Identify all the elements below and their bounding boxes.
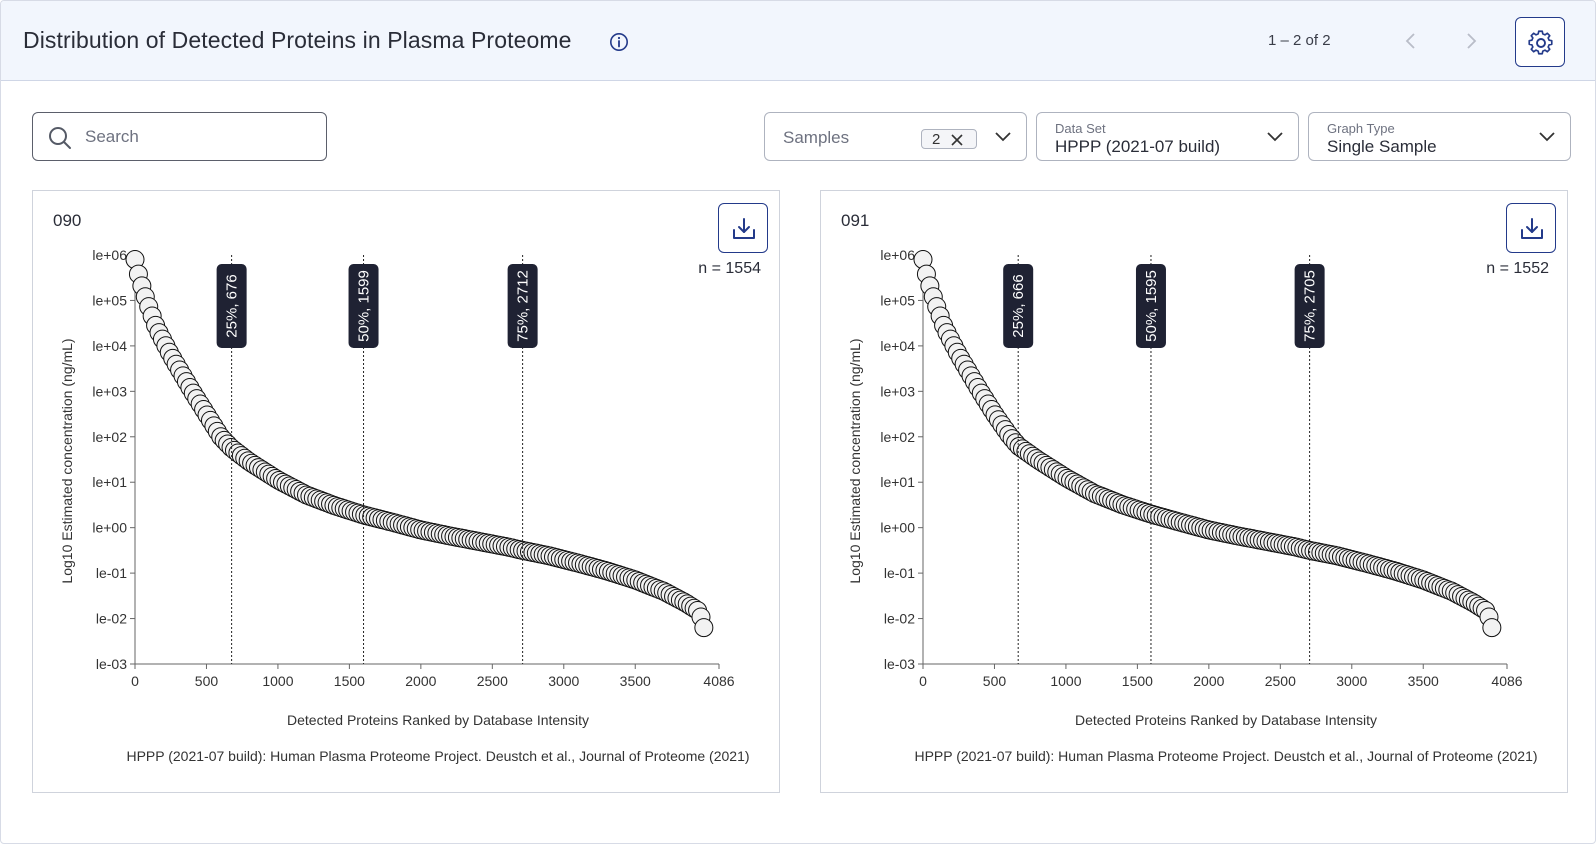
- download-icon: [1521, 218, 1543, 239]
- search-icon: [49, 127, 71, 149]
- quantile-badge: [216, 264, 247, 348]
- pagination-text: 1 – 2 of 2: [1268, 32, 1331, 49]
- quantile-label: 25%, 666: [1010, 274, 1027, 337]
- graph-type-label: Graph Type: [1327, 121, 1395, 136]
- y-tick-label: le+06: [92, 247, 127, 263]
- download-icon: [733, 218, 755, 239]
- quantile-badge: [1135, 264, 1166, 348]
- x-axis-title: Detected Proteins Ranked by Database Int…: [287, 712, 589, 728]
- search-box: [32, 112, 327, 161]
- y-tick-label: le-02: [884, 611, 915, 627]
- chevron-right-icon[interactable]: [1459, 29, 1483, 53]
- quantile-badge: [1294, 264, 1325, 348]
- scatter-plot: n = 1552 Log10 Estimated concentration (…: [847, 247, 1549, 764]
- x-tick-label: 2500: [477, 673, 508, 689]
- data-set-dropdown[interactable]: Data Set HPPP (2021-07 build): [1036, 112, 1299, 161]
- x-tick-label: 3500: [1408, 673, 1439, 689]
- info-icon[interactable]: [609, 32, 629, 52]
- y-axis-title: Log10 Estimated concentration (ng/mL): [59, 338, 75, 583]
- samples-label: Samples: [783, 128, 850, 147]
- chevron-down-icon: [1267, 132, 1283, 142]
- x-tick-label: 500: [983, 673, 1007, 689]
- x-tick-label: 2500: [1265, 673, 1296, 689]
- settings-button[interactable]: [1515, 17, 1565, 67]
- y-tick-label: le+01: [92, 474, 127, 490]
- y-tick-label: le-02: [96, 611, 127, 627]
- data-set-label: Data Set: [1055, 121, 1106, 136]
- n-count-label: n = 1554: [698, 260, 761, 277]
- chevron-down-icon: [1539, 132, 1555, 142]
- close-icon[interactable]: [949, 132, 965, 148]
- x-tick-label: 1000: [1050, 673, 1081, 689]
- y-tick-label: le-03: [96, 656, 127, 672]
- quantile-badge: [507, 264, 538, 348]
- gear-icon: [1528, 30, 1553, 55]
- x-tick-label: 1500: [1122, 673, 1153, 689]
- y-tick-label: le+02: [880, 429, 915, 445]
- graph-type-dropdown[interactable]: Graph Type Single Sample: [1308, 112, 1571, 161]
- download-button[interactable]: [1506, 203, 1556, 253]
- data-points: [125, 250, 714, 638]
- x-tick-label: 3500: [620, 673, 651, 689]
- x-tick-label: 3000: [548, 673, 579, 689]
- samples-dropdown[interactable]: Samples 2: [764, 112, 1027, 161]
- chart-caption: HPPP (2021-07 build): Human Plasma Prote…: [126, 748, 749, 764]
- y-tick-label: le+05: [880, 292, 915, 308]
- x-tick-label: 1000: [262, 673, 293, 689]
- x-tick-label: 4086: [1491, 673, 1522, 689]
- y-tick-label: le+00: [92, 520, 127, 536]
- chart-caption: HPPP (2021-07 build): Human Plasma Prote…: [914, 748, 1537, 764]
- chevron-left-icon[interactable]: [1399, 29, 1423, 53]
- y-tick-label: le+02: [92, 429, 127, 445]
- quantile-label: 50%, 1599: [356, 270, 373, 342]
- panel-title: 091: [841, 211, 870, 230]
- x-tick-label: 0: [131, 673, 139, 689]
- y-tick-label: le+00: [880, 520, 915, 536]
- scatter-plot: n = 1554 Log10 Estimated concentration (…: [59, 247, 761, 764]
- quantile-label: 75%, 2712: [515, 270, 532, 342]
- x-tick-label: 3000: [1336, 673, 1367, 689]
- download-button[interactable]: [718, 203, 768, 253]
- x-tick-label: 0: [919, 673, 927, 689]
- x-tick-label: 2000: [1193, 673, 1224, 689]
- data-point: [1482, 618, 1502, 638]
- y-tick-label: le-03: [884, 656, 915, 672]
- quantile-label: 25%, 676: [224, 274, 241, 337]
- quantile-badge: [348, 264, 379, 348]
- x-tick-label: 2000: [405, 673, 436, 689]
- data-set-value: HPPP (2021-07 build): [1055, 137, 1221, 156]
- chevron-down-icon: [995, 132, 1011, 142]
- chart-panel-090: 090 n = 1554 Log10 Estimated concentrati…: [32, 190, 780, 793]
- y-axis-title: Log10 Estimated concentration (ng/mL): [847, 338, 863, 583]
- x-tick-label: 1500: [334, 673, 365, 689]
- y-tick-label: le+01: [880, 474, 915, 490]
- n-count-label: n = 1552: [1486, 260, 1549, 277]
- y-tick-label: le+05: [92, 292, 127, 308]
- header-bar: Distribution of Detected Proteins in Pla…: [1, 1, 1595, 81]
- y-tick-label: le+04: [92, 338, 127, 354]
- data-points: [913, 250, 1502, 638]
- y-tick-label: le+03: [880, 383, 915, 399]
- samples-count-chip: 2: [921, 129, 977, 149]
- panel-title: 090: [53, 211, 82, 230]
- quantile-label: 75%, 2705: [1302, 270, 1319, 342]
- data-point: [694, 618, 714, 638]
- y-tick-label: le-01: [884, 565, 915, 581]
- x-tick-label: 4086: [703, 673, 734, 689]
- quantile-label: 50%, 1595: [1143, 270, 1160, 342]
- x-tick-label: 500: [195, 673, 219, 689]
- page-title: Distribution of Detected Proteins in Pla…: [23, 27, 572, 53]
- y-tick-label: le+04: [880, 338, 915, 354]
- chart-panel-091: 091 n = 1552 Log10 Estimated concentrati…: [820, 190, 1568, 793]
- y-tick-label: le+06: [880, 247, 915, 263]
- samples-count: 2: [932, 131, 941, 148]
- graph-type-value: Single Sample: [1327, 137, 1437, 156]
- y-tick-label: le-01: [96, 565, 127, 581]
- search-input[interactable]: [85, 124, 305, 150]
- y-tick-label: le+03: [92, 383, 127, 399]
- quantile-badge: [1003, 264, 1034, 348]
- x-axis-title: Detected Proteins Ranked by Database Int…: [1075, 712, 1377, 728]
